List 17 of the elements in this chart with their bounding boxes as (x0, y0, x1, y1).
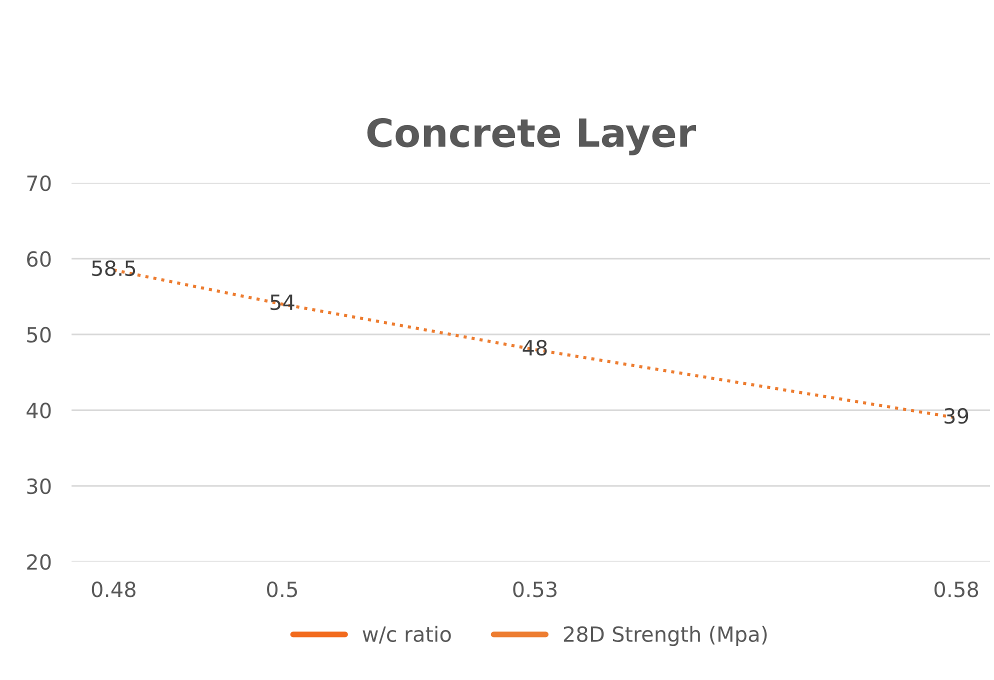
y-tick-label: 50 (27, 326, 51, 343)
x-tick-label: 0.48 (92, 581, 136, 598)
x-tick-label: 0.58 (934, 581, 978, 598)
y-tick-label: 30 (27, 478, 51, 494)
data-label: 39 (944, 408, 968, 424)
x-tick-label: 0.53 (513, 581, 557, 598)
data-label: 54 (270, 294, 294, 310)
chart-title: Concrete Layer (367, 118, 696, 156)
data-label: 58.5 (92, 260, 136, 276)
y-tick-label: 20 (27, 554, 51, 570)
y-tick-label: 40 (26, 402, 51, 418)
y-tick-label: 70 (27, 175, 51, 192)
data-label: 48 (522, 340, 547, 356)
x-tick-label: 0.5 (267, 581, 297, 598)
legend-label: 28D Strength (Mpa) (564, 626, 767, 646)
legend-label: w/c ratio (362, 626, 451, 644)
y-tick-label: 60 (27, 251, 51, 267)
